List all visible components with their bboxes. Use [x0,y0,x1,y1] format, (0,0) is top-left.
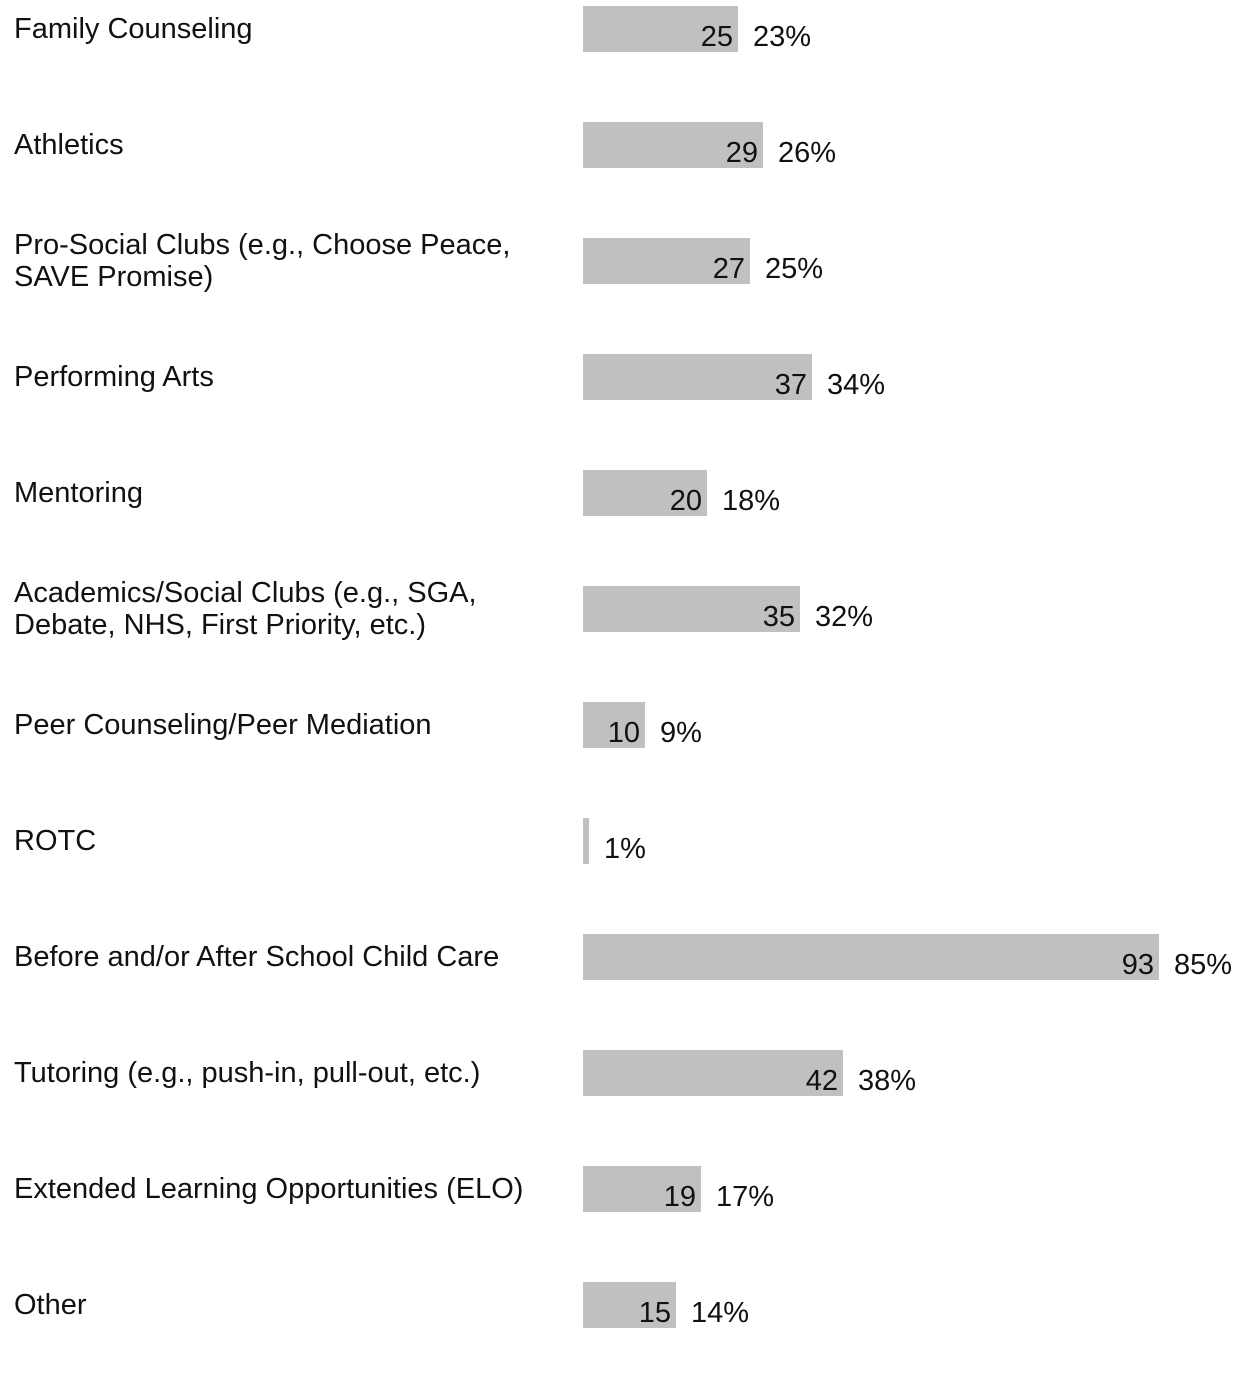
bar-percent-label: 34% [827,369,886,401]
chart-row: Performing Arts 37 34% [0,354,1240,470]
chart-row: ROTC 1% [0,818,1240,934]
bar-percent-label: 26% [778,137,837,169]
category-label: ROTC [14,825,97,857]
chart-row: Family Counseling 25 23% [0,6,1240,122]
bar-count-label: 25 [700,21,733,53]
chart-row: Academics/Social Clubs (e.g., SGA, Debat… [0,577,1240,702]
category-label: Peer Counseling/Peer Mediation [14,709,432,741]
category-label: Mentoring [14,477,143,509]
chart-row: Extended Learning Opportunities (ELO) 19 1… [0,1166,1240,1282]
bar-count-label: 35 [762,601,795,633]
chart-row: Before and/or After School Child Care 93 8… [0,934,1240,1050]
bar [583,6,738,52]
chart-row: Peer Counseling/Peer Mediation 10 9% [0,702,1240,818]
bar-count-label: 19 [663,1181,696,1213]
category-label: Family Counseling [14,13,253,45]
bar [583,1166,701,1212]
bar-count-label: 93 [1121,949,1154,981]
chart-row: Pro-Social Clubs (e.g., Choose Peace, SA… [0,229,1240,354]
bar-count-label: 15 [638,1297,671,1329]
bar-count-label: 42 [805,1065,838,1097]
bar-count-label: 29 [725,137,758,169]
bar-percent-label: 18% [722,485,781,517]
category-label: Athletics [14,129,124,161]
bar-count-label: 20 [669,485,702,517]
bar [583,1282,676,1328]
chart-row: Tutoring (e.g., push-in, pull-out, etc.)… [0,1050,1240,1166]
bar [583,818,589,864]
bar-percent-label: 17% [716,1181,775,1213]
category-label: Tutoring (e.g., push-in, pull-out, etc.) [14,1057,481,1089]
chart-row: Other 15 14% [0,1282,1240,1398]
bar-percent-label: 32% [815,601,874,633]
category-label: Extended Learning Opportunities (ELO) [14,1173,524,1205]
bar-percent-label: 23% [753,21,812,53]
bar [583,1050,843,1096]
bar-percent-label: 1% [604,833,646,865]
bar [583,586,800,632]
bar-count-label: 27 [712,253,745,285]
bar-percent-label: 25% [765,253,824,285]
bar-percent-label: 85% [1174,949,1233,981]
bar-count-label: 10 [607,717,640,749]
bar [583,354,812,400]
bar-count-label: 37 [774,369,807,401]
category-label: Academics/Social Clubs (e.g., SGA, Debat… [14,577,477,641]
bar-chart: Family Counseling 25 23% Athletics 29 26% Pro-… [0,6,1240,1329]
bar-percent-label: 14% [691,1297,750,1329]
bar [583,470,707,516]
bar-percent-label: 9% [660,717,702,749]
chart-row: Athletics 29 26% [0,122,1240,238]
category-label: Pro-Social Clubs (e.g., Choose Peace, SA… [14,229,511,293]
category-label: Performing Arts [14,361,214,393]
bar-percent-label: 38% [858,1065,917,1097]
category-label: Other [14,1289,87,1321]
category-label: Before and/or After School Child Care [14,941,500,973]
chart-row: Mentoring 20 18% [0,470,1240,586]
bar [583,702,645,748]
bar [583,934,1159,980]
bar [583,238,750,284]
bar [583,122,763,168]
